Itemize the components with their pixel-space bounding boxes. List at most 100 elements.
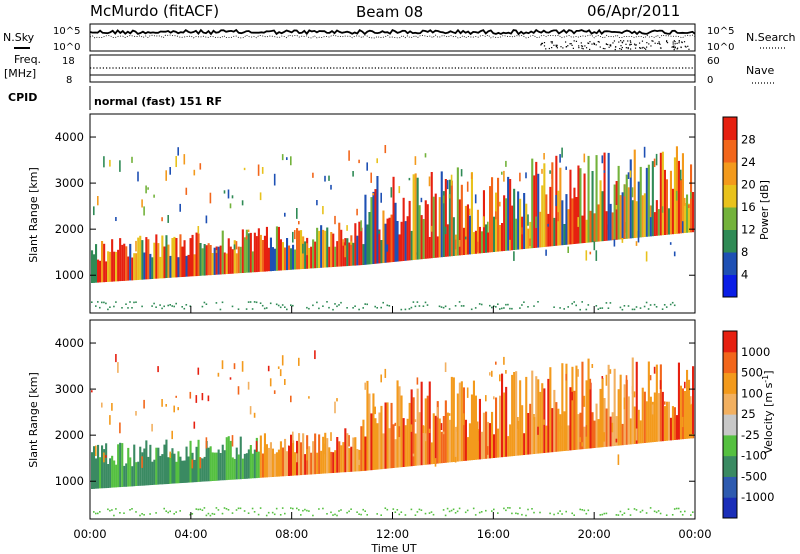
noise-dot <box>607 43 609 46</box>
heatmap-cell <box>611 212 614 241</box>
heatmap-ground <box>665 306 668 308</box>
heatmap-cell <box>117 444 120 488</box>
colorbar-tick: 100 <box>741 386 763 400</box>
heatmap-cell <box>211 253 214 275</box>
heatmap-cell <box>199 243 202 276</box>
heatmap-cell <box>163 246 166 279</box>
heatmap-cell <box>531 158 534 249</box>
heatmap-scatter <box>328 175 330 181</box>
noise-dot <box>629 44 631 46</box>
heatmap-ground <box>259 302 262 304</box>
heatmap-ground <box>201 509 204 511</box>
heatmap-cell <box>187 254 190 277</box>
heatmap-cell <box>679 179 682 234</box>
heatmap-cell <box>621 423 624 446</box>
heatmap-ground <box>95 512 97 515</box>
heatmap-ground <box>428 512 431 514</box>
heatmap-ground <box>609 302 612 304</box>
heatmap-cell <box>384 223 387 263</box>
colorbar-tick: -100 <box>741 449 767 463</box>
heatmap-ground <box>380 514 382 516</box>
noise-dot <box>673 45 675 47</box>
heatmap-scatter <box>450 174 453 186</box>
heatmap-scatter <box>229 377 232 380</box>
heatmap-scatter <box>370 172 372 183</box>
heatmap-ground <box>549 512 551 515</box>
heatmap-cell <box>125 463 128 487</box>
heatmap-ground <box>458 507 461 510</box>
heatmap-ground <box>410 306 413 309</box>
heatmap-ground <box>384 507 387 509</box>
heatmap-cell <box>569 387 572 451</box>
heatmap-cell <box>671 406 674 441</box>
heatmap-cell <box>99 260 102 283</box>
heatmap-ground <box>362 508 364 511</box>
heatmap-scatter <box>464 236 467 240</box>
heatmap-cell <box>239 436 242 480</box>
heatmap-cell <box>223 252 226 275</box>
heatmap-cell <box>623 184 626 239</box>
noise-dot <box>602 47 604 50</box>
heatmap-ground <box>354 305 356 307</box>
heatmap-ground <box>474 514 477 516</box>
heatmap-cell <box>476 209 479 254</box>
heatmap-scatter <box>690 396 692 405</box>
heatmap-cell <box>378 229 381 264</box>
heatmap-cell <box>495 397 498 458</box>
heatmap-ground <box>169 304 171 306</box>
heatmap-cell <box>165 235 168 278</box>
heatmap-cell <box>109 251 112 282</box>
heatmap-scatter <box>454 239 457 250</box>
heatmap-scatter <box>288 445 290 457</box>
heatmap-ground <box>398 513 401 516</box>
heatmap-cell <box>133 444 136 487</box>
heatmap-scatter <box>336 398 338 402</box>
heatmap-cell <box>499 395 502 458</box>
heatmap-cell <box>458 382 461 462</box>
heatmap-cell <box>511 205 514 251</box>
heatmap-ground <box>448 308 451 310</box>
noise-dot <box>671 46 673 48</box>
noise-dot <box>609 44 611 46</box>
heatmap-cell <box>298 230 301 270</box>
heatmap-cell <box>115 464 118 488</box>
heatmap-ground <box>567 306 569 308</box>
heatmap-ground <box>364 510 366 512</box>
heatmap-cell <box>265 444 268 478</box>
noise-dot <box>639 47 641 49</box>
heatmap-ground <box>338 510 340 512</box>
heatmap-scatter <box>529 238 531 246</box>
noise-dot <box>625 43 627 45</box>
y-tick-label: 4000 <box>55 336 84 350</box>
heatmap-cell <box>416 388 419 466</box>
heatmap-scatter <box>173 405 175 413</box>
noise-dot <box>625 47 627 49</box>
heatmap-cell <box>219 453 222 481</box>
heatmap-ground <box>623 512 626 514</box>
heatmap-cell <box>493 216 496 252</box>
heatmap-ground <box>300 514 302 516</box>
heatmap-scatter <box>503 356 505 365</box>
noise-dot <box>674 40 676 43</box>
heatmap-ground <box>131 508 133 510</box>
heatmap-ground <box>125 303 127 305</box>
power-colorbar: 28 24 20 16 12 8 4 <box>722 116 756 298</box>
noise-dot <box>620 40 622 42</box>
heatmap-scatter <box>296 453 298 463</box>
noise-dot <box>593 42 595 44</box>
noise-dot <box>621 41 623 43</box>
colorbar-tick: 28 <box>741 133 756 147</box>
heatmap-ground <box>493 508 495 511</box>
heatmap-cell <box>257 451 260 478</box>
heatmap-scatter <box>284 212 286 217</box>
heatmap-ground <box>480 511 483 513</box>
heatmap-cell <box>233 240 236 274</box>
heatmap-cell <box>245 229 248 273</box>
heatmap-ground <box>366 514 368 516</box>
noise-left-tick-bottom: 10^0 <box>53 42 80 53</box>
heatmap-ground <box>671 301 674 304</box>
noise-dot <box>676 42 678 45</box>
heatmap-scatter <box>151 423 153 432</box>
heatmap-ground <box>509 307 511 310</box>
heatmap-scatter <box>261 167 264 174</box>
